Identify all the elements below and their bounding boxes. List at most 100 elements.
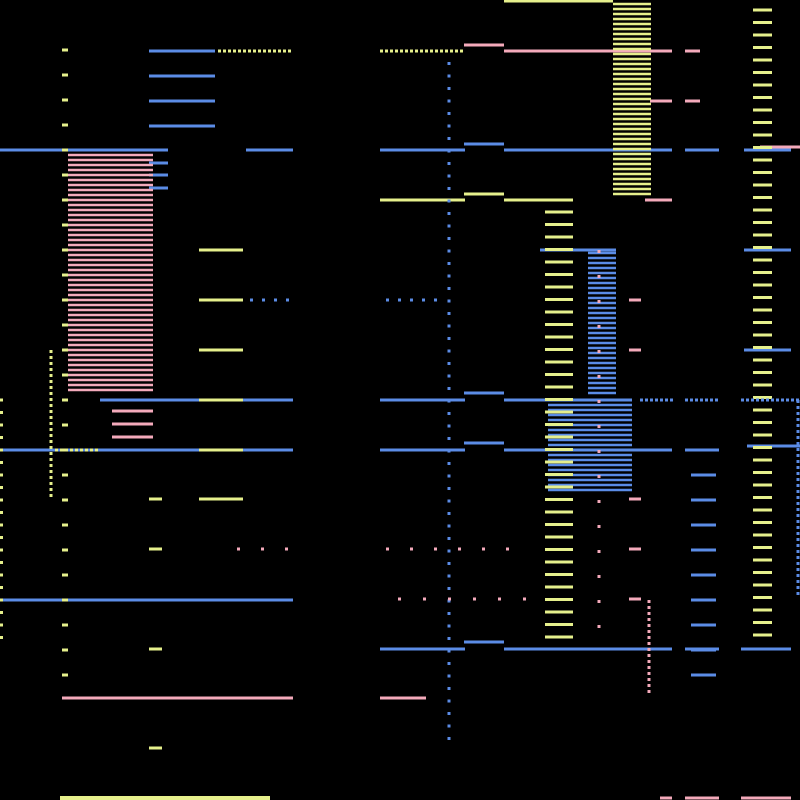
dot bbox=[647, 672, 651, 675]
h-line bbox=[540, 248, 616, 252]
h-line bbox=[753, 8, 772, 12]
h-line bbox=[68, 293, 153, 297]
dot bbox=[258, 49, 261, 53]
dot bbox=[49, 482, 53, 485]
h-line bbox=[68, 198, 153, 202]
h-line bbox=[548, 408, 632, 412]
h-line bbox=[753, 121, 772, 124]
dot bbox=[665, 398, 668, 402]
dot bbox=[447, 299, 451, 303]
dot bbox=[425, 49, 428, 53]
h-line bbox=[545, 560, 573, 564]
h-line bbox=[0, 611, 3, 614]
h-line bbox=[68, 378, 153, 382]
h-line bbox=[588, 326, 616, 330]
h-line bbox=[753, 408, 772, 412]
h-line bbox=[613, 47, 651, 51]
dot bbox=[447, 599, 451, 603]
dot bbox=[796, 418, 800, 421]
dot bbox=[395, 49, 398, 53]
h-line bbox=[149, 124, 215, 128]
h-line bbox=[62, 348, 68, 352]
dot bbox=[645, 398, 648, 402]
dot bbox=[283, 49, 286, 53]
h-line bbox=[68, 358, 153, 362]
h-line bbox=[199, 448, 243, 452]
h-line bbox=[62, 198, 68, 202]
dot bbox=[49, 356, 53, 359]
h-line bbox=[613, 12, 651, 16]
h-line bbox=[68, 228, 153, 232]
h-line bbox=[68, 343, 153, 347]
h-line bbox=[548, 403, 632, 407]
h-line bbox=[545, 335, 573, 339]
dot bbox=[796, 592, 800, 595]
h-line bbox=[747, 444, 800, 448]
h-line bbox=[62, 223, 68, 227]
h-line bbox=[68, 373, 153, 377]
h-line bbox=[753, 271, 772, 274]
h-line bbox=[753, 221, 772, 224]
h-line bbox=[613, 7, 651, 11]
dot bbox=[386, 298, 389, 302]
dot bbox=[447, 612, 451, 615]
h-line bbox=[545, 623, 573, 626]
dot bbox=[796, 478, 800, 481]
h-line bbox=[100, 398, 293, 402]
h-line bbox=[548, 463, 632, 467]
h-line bbox=[760, 145, 800, 149]
h-line bbox=[0, 398, 3, 402]
h-line bbox=[68, 158, 153, 162]
dot bbox=[796, 544, 800, 547]
h-line bbox=[753, 596, 772, 599]
h-line bbox=[613, 157, 651, 161]
dot bbox=[796, 568, 800, 571]
h-line bbox=[753, 171, 772, 174]
dot bbox=[647, 642, 651, 645]
h-line bbox=[588, 281, 616, 285]
h-line bbox=[753, 233, 772, 237]
h-line bbox=[753, 383, 772, 387]
h-line bbox=[588, 351, 616, 355]
h-line bbox=[753, 433, 772, 437]
dot bbox=[233, 49, 236, 53]
h-line bbox=[753, 108, 772, 112]
dot bbox=[450, 49, 453, 53]
h-line bbox=[0, 436, 3, 439]
h-line bbox=[199, 497, 243, 501]
h-line bbox=[753, 608, 772, 612]
h-line bbox=[149, 74, 215, 78]
h-line bbox=[588, 306, 616, 310]
h-line bbox=[691, 548, 716, 552]
dot bbox=[460, 49, 463, 53]
h-line bbox=[62, 98, 68, 102]
h-line bbox=[68, 238, 153, 242]
dot bbox=[690, 398, 693, 402]
h-line bbox=[753, 246, 772, 249]
dot bbox=[243, 49, 246, 53]
h-line bbox=[613, 67, 651, 71]
dot bbox=[447, 524, 451, 528]
dot bbox=[705, 398, 708, 402]
dot bbox=[49, 368, 53, 371]
dot bbox=[447, 624, 451, 628]
dot bbox=[410, 49, 413, 53]
h-line bbox=[68, 218, 153, 222]
dot bbox=[447, 374, 451, 378]
h-line bbox=[68, 208, 153, 212]
h-line bbox=[588, 311, 616, 315]
h-line bbox=[464, 142, 504, 146]
h-line bbox=[613, 127, 651, 131]
dot bbox=[400, 49, 403, 53]
h-line bbox=[62, 273, 68, 277]
dot bbox=[655, 398, 658, 402]
dot bbox=[49, 386, 53, 389]
dot bbox=[65, 448, 68, 452]
dot bbox=[434, 298, 437, 302]
h-line bbox=[545, 223, 573, 226]
dot bbox=[447, 74, 451, 78]
h-line bbox=[68, 263, 153, 267]
dot bbox=[49, 380, 53, 383]
h-line bbox=[753, 508, 772, 512]
